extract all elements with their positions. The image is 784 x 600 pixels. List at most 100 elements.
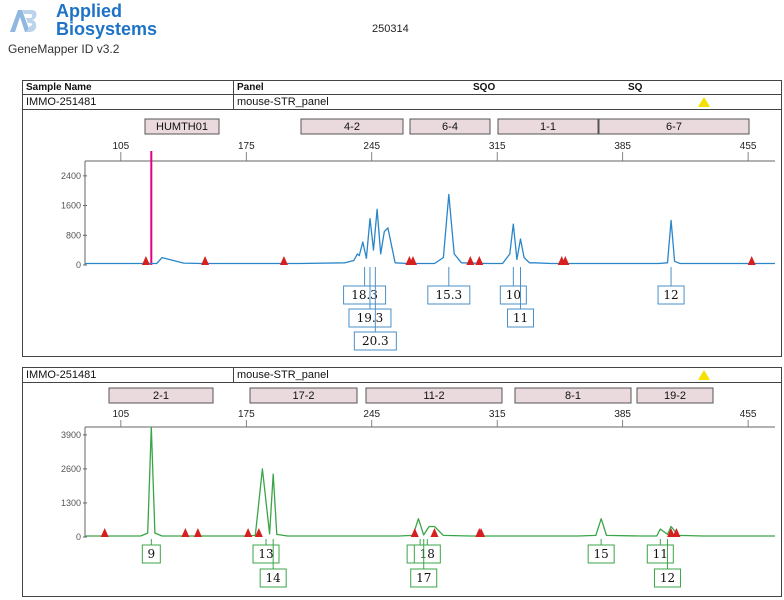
allele-label: 11 — [513, 311, 528, 325]
bin-marker-triangle — [100, 528, 109, 537]
allele-label: 13 — [258, 547, 273, 561]
marker-label: 6-7 — [666, 121, 682, 133]
x-tick-label: 105 — [113, 409, 130, 420]
panel-name: mouse-STR_panel — [237, 369, 329, 381]
warning-flag-icon[interactable] — [698, 97, 710, 107]
allele-label: 9 — [147, 547, 155, 561]
table-header-row: Sample Name Panel SQO SQ — [23, 81, 781, 95]
marker-label: 11-2 — [423, 390, 444, 402]
software-version: GeneMapper ID v3.2 — [8, 42, 120, 56]
bin-marker-triangle — [475, 256, 484, 265]
col-header-sq: SQ — [628, 82, 643, 93]
marker-label: 8-1 — [565, 390, 581, 402]
allele-label: 20.3 — [362, 334, 389, 348]
marker-box-HUMTH01[interactable]: HUMTH01 — [144, 118, 220, 135]
bin-marker-triangle — [279, 256, 288, 265]
signal-trace — [85, 193, 775, 265]
marker-label: 4-2 — [344, 121, 360, 133]
warning-flag-icon[interactable] — [698, 370, 710, 380]
x-tick-label: 455 — [740, 141, 757, 152]
allele-call[interactable]: 20.3 — [353, 267, 397, 351]
allele-call[interactable]: 14 — [259, 539, 287, 588]
allele-call[interactable]: 13 — [252, 539, 280, 564]
marker-label: 19-2 — [664, 390, 686, 402]
bin-marker-triangle — [672, 528, 681, 537]
x-tick-label: 385 — [614, 141, 631, 152]
sample-name: IMMO-251481 — [26, 369, 97, 381]
bin-marker-triangle — [466, 256, 475, 265]
allele-label: 14 — [266, 571, 282, 585]
allele-call[interactable]: 18.3 — [343, 267, 387, 305]
y-tick-label: 2600 — [61, 464, 81, 474]
y-tick-label: 1300 — [61, 498, 81, 508]
allele-label: 12 — [663, 288, 678, 302]
bin-marker-triangle — [181, 528, 190, 537]
electropherogram-panel-2: IMMO-251481 mouse-STR_panel 2-1 17-2 11-2 8… — [22, 367, 782, 597]
allele-call[interactable]: 10 — [499, 267, 527, 305]
col-header-sqo: SQO — [473, 82, 496, 93]
bin-marker-triangle — [254, 528, 263, 537]
y-tick-label: 2400 — [61, 171, 81, 181]
marker-box-4-2[interactable]: 4-2 — [300, 118, 404, 135]
bin-marker-triangle — [561, 256, 570, 265]
allele-call[interactable]: 11 — [507, 267, 535, 328]
bin-marker-triangle — [410, 528, 419, 537]
marker-box-8-1[interactable]: 8-1 — [514, 387, 632, 404]
report-header: Applied Biosystems GeneMapper ID v3.2 25… — [0, 0, 784, 62]
marker-box-6-4[interactable]: 6-4 — [409, 118, 491, 135]
bin-marker-triangle — [244, 528, 253, 537]
allele-call[interactable]: 17 — [410, 539, 438, 588]
marker-box-2-1[interactable]: 2-1 — [108, 387, 214, 404]
x-tick-label: 105 — [113, 141, 130, 152]
marker-box-1-1[interactable]: 1-1 — [497, 118, 599, 135]
panel-name: mouse-STR_panel — [237, 96, 329, 108]
marker-label: 2-1 — [153, 390, 169, 402]
applied-biosystems-logo-icon — [10, 10, 37, 32]
allele-call[interactable]: 9 — [141, 539, 161, 564]
y-tick-label: 0 — [76, 532, 81, 542]
bin-marker-triangle — [747, 256, 756, 265]
marker-box-11-2[interactable]: 11-2 — [365, 387, 503, 404]
sample-row[interactable]: IMMO-251481 mouse-STR_panel — [23, 368, 781, 383]
marker-label: 1-1 — [540, 121, 556, 133]
electropherogram-blue: HUMTH01 4-2 6-4 1-1 6-7 105 175 245 315 385 455 0 80… — [61, 118, 775, 351]
allele-label: 11 — [653, 547, 668, 561]
allele-label: 10 — [506, 288, 521, 302]
allele-label: 15.3 — [435, 288, 462, 302]
allele-call[interactable]: 12 — [653, 539, 681, 588]
allele-call[interactable]: 18 — [413, 539, 441, 564]
x-tick-label: 385 — [614, 409, 631, 420]
run-id: 250314 — [372, 23, 409, 35]
marker-label: HUMTH01 — [156, 121, 208, 133]
sample-row[interactable]: IMMO-251481 mouse-STR_panel — [23, 95, 781, 110]
x-tick-label: 315 — [489, 141, 506, 152]
y-tick-label: 800 — [66, 230, 81, 240]
allele-call[interactable]: 15 — [587, 539, 615, 564]
bin-marker-triangle — [667, 528, 676, 537]
y-tick-label: 3900 — [61, 430, 81, 440]
bin-marker-triangle — [408, 256, 417, 265]
allele-call[interactable]: 12 — [657, 267, 685, 305]
allele-label: 17 — [416, 571, 431, 585]
marker-box-17-2[interactable]: 17-2 — [249, 387, 358, 404]
marker-box-19-2[interactable]: 19-2 — [636, 387, 714, 404]
x-tick-label: 245 — [363, 141, 380, 152]
y-tick-label: 0 — [76, 260, 81, 270]
x-tick-label: 455 — [740, 409, 757, 420]
allele-call[interactable]: 19.3 — [348, 267, 392, 328]
marker-box-6-7[interactable]: 6-7 — [598, 118, 750, 135]
allele-call[interactable]: 15.3 — [427, 267, 471, 305]
col-header-panel: Panel — [237, 82, 264, 93]
sample-name: IMMO-251481 — [26, 96, 97, 108]
col-header-sample-name: Sample Name — [26, 82, 92, 93]
allele-label: 18 — [420, 547, 435, 561]
bin-marker-triangle — [201, 256, 210, 265]
x-tick-label: 175 — [238, 141, 255, 152]
bin-marker-triangle — [141, 256, 150, 265]
electropherogram-green: 2-1 17-2 11-2 8-1 19-2 105 175 245 315 385 455 0 130… — [61, 387, 775, 588]
brand-name-line1: Applied — [56, 1, 122, 21]
allele-label: 15 — [594, 547, 609, 561]
allele-call[interactable]: 11 — [646, 539, 674, 564]
allele-label: 12 — [660, 571, 675, 585]
marker-label: 17-2 — [292, 390, 314, 402]
